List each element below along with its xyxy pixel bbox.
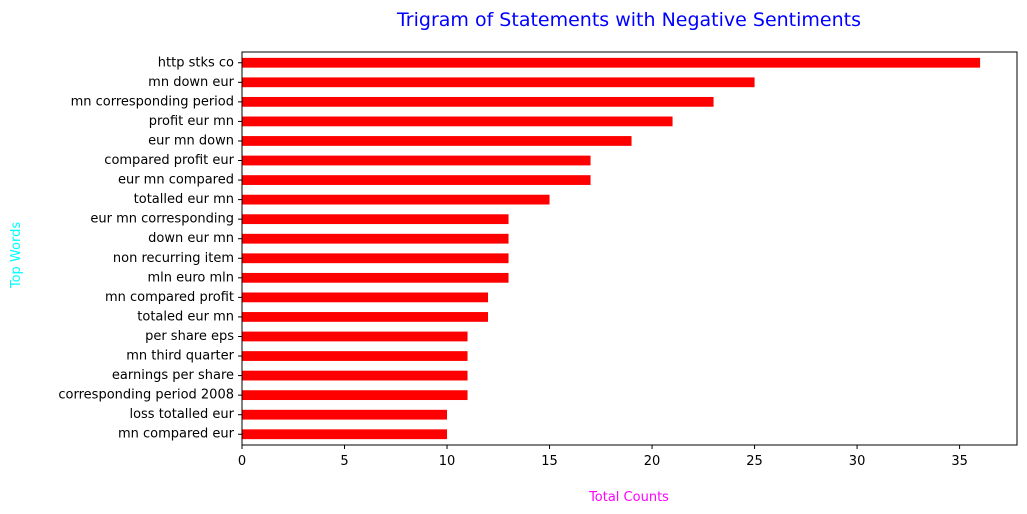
y-tick-label-4: eur mn down	[148, 133, 234, 148]
y-tick-label-2: mn corresponding period	[71, 94, 234, 109]
y-tick-label-19: mn compared eur	[118, 427, 235, 442]
bar-11	[242, 272, 509, 283]
bar-9	[242, 233, 509, 244]
x-tick-label-5: 25	[746, 454, 763, 469]
bar-3	[242, 116, 673, 127]
bars-group	[242, 57, 981, 440]
y-tick-label-13: totaled eur mn	[137, 309, 234, 324]
bar-8	[242, 214, 509, 225]
x-ticks-group: 0 5 10 15 20 25 30 35	[238, 445, 968, 469]
y-tick-label-3: profit eur mn	[149, 114, 234, 129]
y-tick-label-17: corresponding period 2008	[58, 388, 234, 403]
bar-5	[242, 155, 591, 166]
y-tick-label-12: mn compared profit	[105, 290, 234, 305]
y-tick-label-14: per share eps	[145, 329, 234, 344]
bar-1	[242, 77, 755, 88]
x-axis-label: Total Counts	[588, 490, 669, 505]
y-tick-label-1: mn down eur	[148, 75, 234, 90]
x-tick-label-4: 20	[644, 454, 661, 469]
x-tick-label-7: 35	[951, 454, 968, 469]
y-tick-label-5: compared profit eur	[104, 153, 234, 168]
y-tick-label-18: loss totalled eur	[129, 407, 234, 422]
y-tick-label-10: non recurring item	[113, 251, 234, 266]
x-tick-label-6: 30	[849, 454, 866, 469]
y-tick-label-11: mln euro mln	[147, 270, 234, 285]
y-tick-label-6: eur mn compared	[118, 173, 234, 188]
bar-10	[242, 253, 509, 264]
x-tick-label-0: 0	[238, 454, 246, 469]
bar-17	[242, 390, 468, 401]
y-tick-label-7: totalled eur mn	[134, 192, 234, 207]
bar-13	[242, 312, 489, 322]
y-tick-label-16: earnings per share	[112, 368, 234, 383]
y-tick-label-8: eur mn corresponding	[90, 212, 234, 227]
bar-2	[242, 96, 714, 107]
bar-16	[242, 370, 468, 381]
bar-18	[242, 409, 448, 420]
plot-area-frame	[241, 51, 1018, 446]
bar-15	[242, 351, 468, 361]
bar-14	[242, 331, 468, 342]
x-tick-label-3: 15	[541, 454, 558, 469]
y-axis-label: Top Words	[9, 222, 24, 289]
x-tick-label-1: 5	[340, 454, 348, 469]
bar-12	[242, 292, 489, 303]
bar-4	[242, 136, 632, 146]
y-tick-label-9: down eur mn	[148, 231, 234, 246]
y-tick-label-15: mn third quarter	[126, 349, 234, 364]
chart-title: Trigram of Statements with Negative Sent…	[396, 9, 861, 31]
bar-7	[242, 194, 550, 205]
y-tick-label-0: http stks co	[158, 55, 234, 70]
y-ticks-group: http stks co mn down eur mn corresponding …	[58, 55, 242, 442]
bar-6	[242, 175, 591, 185]
bar-0	[242, 57, 981, 68]
bar-19	[242, 429, 448, 440]
x-tick-label-2: 10	[439, 454, 456, 469]
